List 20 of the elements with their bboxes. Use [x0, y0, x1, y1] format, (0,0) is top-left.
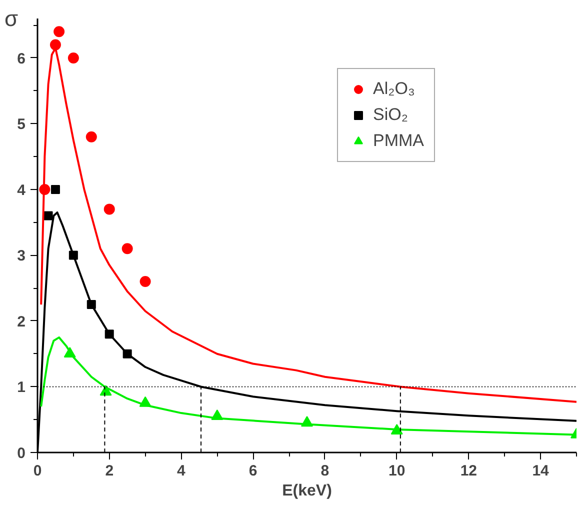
x-tick-label: 12 [460, 462, 478, 480]
x-tick-label: 2 [105, 462, 114, 480]
x-axis-title: E(keV) [282, 482, 332, 500]
x-tick-label: 14 [532, 462, 550, 480]
y-tick-label: 2 [17, 313, 26, 330]
legend-label: PMMA [373, 131, 424, 151]
y-tick-label: 4 [17, 182, 26, 199]
legend-label: Al₂O₃ [373, 79, 415, 99]
y-axis-title: σ [4, 6, 18, 31]
x-tick-label: 4 [177, 462, 186, 480]
y-tick-label: 3 [17, 248, 26, 265]
x-tick-label: 8 [320, 462, 330, 480]
x-tick-label: 10 [388, 462, 406, 480]
x-tick-label: 6 [248, 462, 258, 480]
y-tick-label: 0 [17, 445, 26, 462]
y-tick-label: 6 [17, 50, 26, 68]
y-tick-label: 1 [17, 379, 26, 396]
legend-label: SiO₂ [373, 105, 408, 125]
y-tick-label: 5 [17, 116, 26, 134]
x-tick-label: 0 [33, 462, 42, 480]
